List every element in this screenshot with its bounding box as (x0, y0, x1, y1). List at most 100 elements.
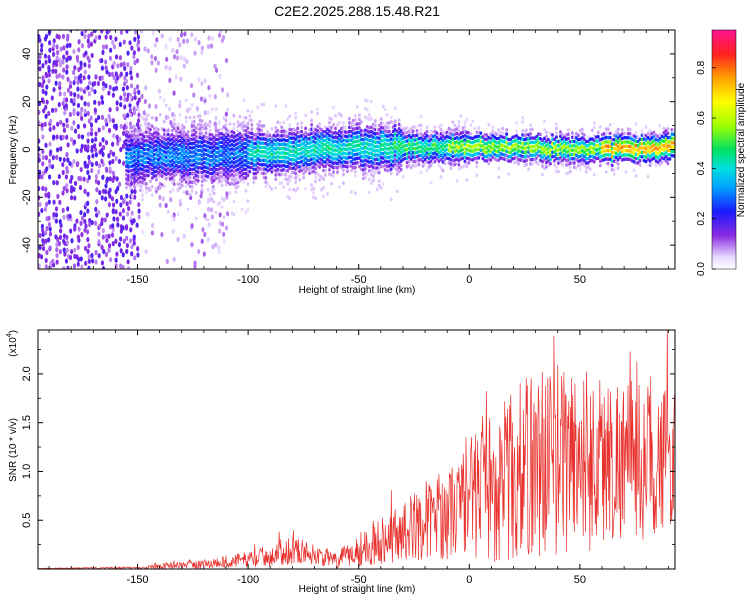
spectrogram-cell (409, 157, 413, 161)
spectrogram-cell (477, 156, 481, 160)
spectrogram-cell (350, 164, 353, 168)
spectrogram-cell (636, 135, 640, 139)
spectrogram-cell (441, 142, 445, 147)
spectrogram-cell (222, 176, 226, 181)
spectrogram-cell (133, 194, 137, 200)
spectrogram-cell (395, 137, 399, 142)
spectrogram-cell (135, 140, 138, 144)
spectrogram-cell (68, 80, 73, 86)
spectrogram-cell (481, 139, 485, 144)
spectrogram-cell (616, 166, 620, 170)
spectrogram-cell (112, 44, 117, 50)
spectrogram-cell (38, 232, 42, 239)
spectrogram-cell (365, 99, 369, 103)
spectrogram-cell (242, 137, 246, 141)
spectrogram-cell (322, 185, 325, 190)
spectrogram-cell (278, 181, 282, 186)
spectrogram-cell (353, 114, 357, 118)
spectrogram-cell (515, 138, 519, 142)
spectrogram-cell (110, 196, 115, 202)
spectrogram-cell (214, 154, 218, 159)
spectrogram-cell (336, 123, 339, 127)
spectrogram-cell (180, 170, 184, 175)
spectrogram-cell (485, 137, 489, 142)
spectrogram-cell (87, 91, 91, 97)
spectrogram-cell (116, 75, 120, 81)
spectrogram-cell (377, 145, 381, 149)
spectrogram-cell (254, 171, 258, 176)
spectrogram-cell (76, 79, 80, 85)
spectrogram-cell (200, 132, 204, 136)
spectrogram-cell (586, 165, 590, 169)
spectrogram-cell (614, 134, 618, 138)
spectrogram-cell (407, 155, 411, 159)
spectrogram-cell (203, 78, 207, 84)
spectrogram-y-axis-label: Frequency (Hz) (8, 116, 19, 185)
spectrogram-cell (586, 143, 590, 148)
spectrogram-cell (93, 30, 97, 34)
spectrogram-cell (65, 247, 69, 253)
spectrogram-cell (208, 128, 212, 133)
spectrogram-cell (212, 170, 216, 174)
spectrogram-cell (423, 136, 427, 140)
spectrogram-cell (214, 163, 218, 168)
spectrogram-cell (61, 190, 65, 196)
spectrogram-cell (668, 157, 672, 161)
spectrogram-cell (218, 162, 222, 166)
spectrogram-cell (314, 179, 317, 184)
spectrogram-cell (40, 83, 45, 89)
spectrogram-cell (38, 245, 42, 251)
spectrogram-cell (286, 181, 290, 186)
spectrogram-cell (48, 245, 52, 251)
spectrogram-cell (167, 106, 172, 112)
spectrogram-cell (244, 154, 248, 159)
spectrogram-cell (186, 107, 190, 113)
spectrogram-cell (91, 258, 95, 264)
spectrogram-cell (491, 138, 495, 142)
spectrogram-cell (116, 63, 120, 69)
spectrogram-cell (626, 144, 630, 149)
spectrogram-cell (127, 205, 131, 212)
spectrogram-cell (100, 260, 105, 266)
spectrogram-cell (465, 177, 469, 182)
spectrogram-cell (224, 131, 228, 136)
spectrogram-cell (628, 127, 632, 132)
spectrogram-cell (481, 156, 485, 161)
spectrogram-cell (64, 174, 69, 180)
spectrogram-cell (306, 132, 310, 137)
spectrogram-cell (200, 183, 204, 188)
spectrogram-cell (238, 162, 242, 166)
spectrogram-cell (44, 186, 48, 192)
spectrogram-cell (244, 158, 248, 163)
spectrogram-cell (118, 211, 122, 217)
spectrogram-cell (336, 131, 339, 136)
spectrogram-cell (86, 169, 90, 175)
spectrogram-cell (574, 131, 578, 136)
spectrogram-cell (154, 116, 158, 122)
spectrogram-cell (140, 154, 144, 159)
spectrogram-cell (58, 62, 62, 68)
spectrogram-cell (133, 127, 137, 133)
spectrogram-cell (232, 130, 236, 135)
spectrogram-cell (320, 153, 323, 158)
spectrogram-cell (316, 107, 319, 112)
spectrogram-cell (517, 161, 521, 166)
spectrogram-cell (66, 87, 71, 93)
spectrogram-cell (648, 150, 652, 155)
spectrogram-cell (238, 179, 242, 183)
spectrogram-cell (213, 94, 217, 100)
spectrogram-cell (52, 125, 56, 131)
spectrogram-cell (42, 108, 46, 114)
spectrogram-cell (250, 144, 254, 149)
spectrogram-cell (180, 175, 184, 179)
spectrogram-cell (162, 119, 166, 124)
spectrogram-cell (137, 97, 141, 103)
spectrogram-cell (664, 141, 668, 146)
spectrogram-cell (421, 142, 425, 147)
spectrogram-cell (320, 136, 323, 141)
spectrogram-cell (55, 180, 59, 186)
spectrogram-cell (355, 105, 359, 109)
spectrogram-cell (353, 191, 357, 196)
spectrogram-cell (83, 144, 87, 150)
spectrogram-cell (142, 160, 146, 165)
